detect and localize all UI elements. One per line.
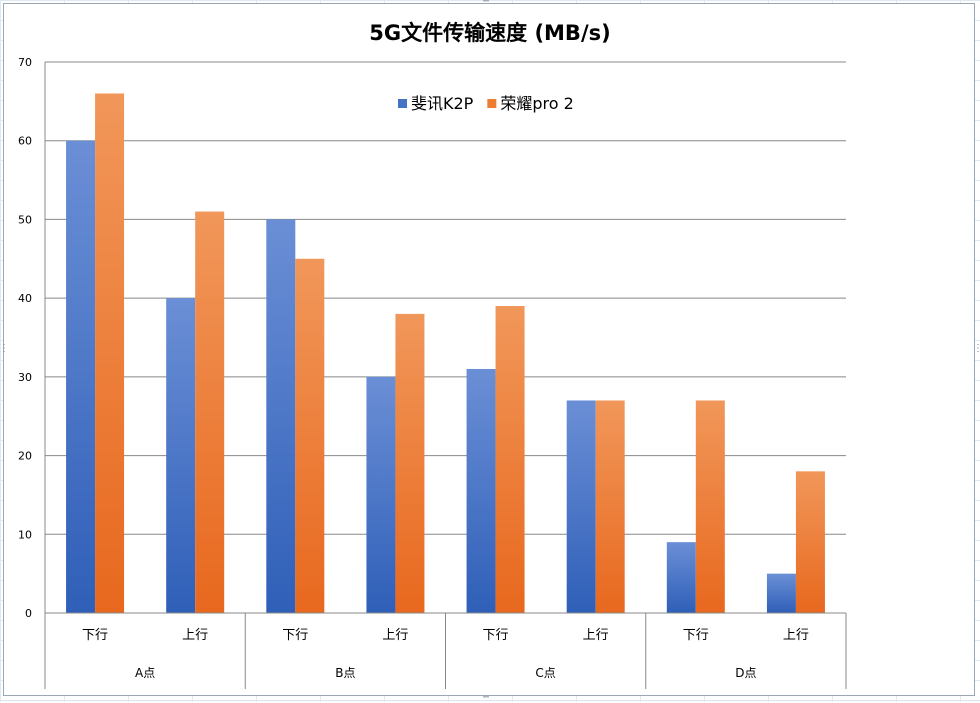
resize-handle-right[interactable]: ⋮ (973, 343, 980, 354)
legend-label: 荣耀pro 2 (500, 94, 573, 113)
bar-honor-3 (395, 313, 425, 613)
y-tick-label: 30 (18, 371, 32, 384)
bar-k2p-6 (666, 542, 696, 613)
x-category-label: 上行 (382, 628, 408, 643)
y-tick-label: 60 (18, 135, 32, 148)
y-tick-label: 40 (18, 292, 32, 305)
chart-title: 5G文件传输速度 (MB/s) (369, 21, 610, 45)
bar-k2p-4 (466, 368, 496, 613)
bar-honor-0 (95, 93, 125, 613)
gridlines (45, 61, 846, 535)
legend-swatch (487, 99, 497, 108)
x-category-label: 上行 (182, 628, 208, 643)
bar-k2p-0 (66, 140, 96, 613)
legend-swatch (398, 99, 407, 108)
y-tick-label: 0 (25, 607, 32, 620)
y-tick-label: 70 (18, 56, 32, 69)
axes: 0 10 20 30 40 50 60 70 下行 上行 下行 上行 下行 上行 下行 上行 A点 B点 C点 D点 (18, 56, 847, 689)
bar-honor-5 (595, 400, 625, 613)
x-category-label: 上行 (583, 628, 609, 643)
legend-label: 斐讯K2P (411, 94, 474, 113)
bar-honor-1 (195, 211, 225, 614)
resize-handle-left[interactable]: ⋮ (0, 343, 9, 354)
bar-honor-4 (495, 306, 525, 613)
bar-k2p-3 (366, 376, 396, 613)
bar-honor-6 (695, 400, 725, 613)
y-tick-label: 20 (18, 450, 32, 463)
resize-handle-top[interactable]: ⋯ (483, 0, 490, 7)
x-group-label: D点 (735, 666, 756, 680)
bar-honor-7 (795, 471, 825, 613)
y-tick-label: 50 (18, 213, 32, 226)
x-category-label: 下行 (683, 628, 709, 643)
bar-k2p-7 (766, 573, 796, 613)
x-category-label: 下行 (82, 628, 108, 643)
bar-honor-2 (295, 258, 325, 613)
bar-k2p-1 (166, 298, 196, 613)
y-tick-label: 10 (18, 528, 32, 541)
bar-k2p-2 (266, 219, 296, 613)
bars (66, 93, 825, 614)
x-category-label: 下行 (483, 628, 509, 643)
resize-handle-bottom[interactable]: ⋯ (483, 692, 490, 703)
bar-k2p-5 (566, 400, 596, 613)
x-group-label: B点 (335, 666, 355, 680)
legend: 斐讯K2P 荣耀pro 2 (398, 94, 574, 113)
x-category-label: 上行 (783, 628, 809, 643)
x-group-label: C点 (535, 666, 555, 680)
x-group-label: A点 (135, 666, 155, 680)
x-category-label: 下行 (282, 628, 308, 643)
